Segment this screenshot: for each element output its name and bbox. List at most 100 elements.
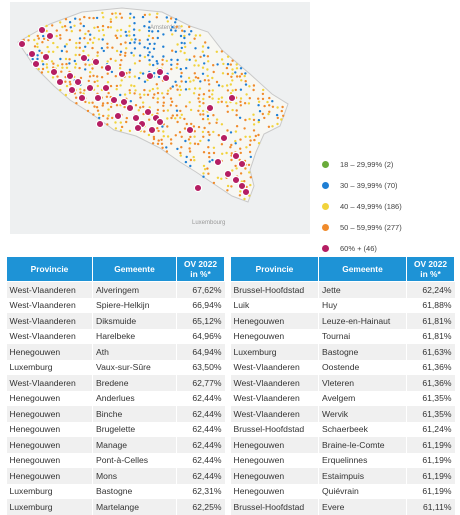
municipality-dot: [109, 18, 113, 21]
municipality-dot: [101, 38, 104, 41]
municipality-dot: [78, 18, 82, 21]
municipality-dot: [179, 75, 183, 78]
municipality-dot: [174, 29, 177, 32]
municipality-dot: [162, 104, 165, 108]
municipality-dot: [190, 122, 193, 126]
municipality-dot: [188, 58, 191, 61]
cell-provincie: West-Vlaanderen: [230, 406, 319, 422]
municipality-dot: [197, 109, 200, 113]
municipality-dot: [243, 180, 246, 183]
municipality-dot: [267, 112, 270, 116]
municipality-dot: [161, 58, 164, 62]
municipality-dot: [216, 176, 220, 179]
municipality-dot: [152, 135, 156, 139]
municipality-dot: [138, 42, 141, 45]
municipality-dot: [105, 95, 109, 99]
municipality-dot: [185, 58, 188, 61]
municipality-dot: [36, 34, 39, 38]
table-row: Henegouwen Estaimpuis 61,19%: [230, 468, 455, 484]
cell-ov: 61,81%: [406, 328, 455, 344]
municipality-dot: [143, 55, 147, 59]
municipality-dot: [276, 116, 279, 120]
municipality-dot: [166, 125, 169, 128]
cell-provincie: Henegouwen: [6, 437, 93, 453]
highlight-dot: [109, 95, 119, 105]
municipality-dot: [65, 84, 69, 88]
table-row: West-Vlaanderen Harelbeke 64,96%: [6, 328, 225, 344]
municipality-dot: [109, 20, 113, 23]
municipality-dot: [114, 34, 118, 37]
municipality-dot: [88, 101, 91, 105]
blue-dot-icon: [322, 182, 329, 189]
highlight-dot: [155, 117, 165, 127]
municipality-dot: [208, 89, 211, 92]
municipality-dot: [180, 113, 183, 117]
municipality-dot: [243, 102, 247, 105]
municipality-dot: [206, 55, 210, 58]
municipality-dot: [148, 89, 151, 93]
municipality-dot: [91, 101, 94, 104]
belgium-municipality-map[interactable]: Amsterdam Luxembourg: [10, 2, 310, 234]
municipality-dot: [109, 105, 113, 109]
highlight-dot: [27, 49, 37, 59]
municipality-dot: [45, 66, 49, 69]
highlight-dot: [67, 85, 77, 95]
municipality-dot: [220, 123, 224, 126]
municipality-dot: [207, 172, 210, 175]
municipality-dot: [183, 36, 186, 40]
municipality-dot: [197, 125, 201, 129]
municipality-dot: [231, 72, 234, 75]
municipality-dot: [176, 147, 179, 151]
municipality-dot: [244, 72, 247, 75]
municipality-dot: [229, 92, 233, 95]
municipality-dot: [107, 114, 110, 117]
municipality-dot: [197, 97, 200, 100]
municipality-dot: [215, 50, 218, 53]
municipality-dot: [162, 45, 165, 48]
municipality-dot: [78, 37, 82, 40]
municipality-dot: [68, 21, 72, 24]
municipality-dot: [31, 57, 34, 61]
cell-ov: 65,12%: [176, 313, 225, 329]
municipality-dot: [247, 163, 251, 167]
municipality-dot: [212, 151, 216, 155]
municipality-dot: [231, 89, 234, 92]
municipality-dot: [197, 76, 200, 80]
legend-label: 40 – 49,99% (186): [340, 202, 402, 211]
municipality-dot: [226, 189, 229, 192]
municipality-dot: [162, 109, 165, 113]
municipality-dot: [193, 130, 196, 133]
municipality-dot: [203, 79, 207, 82]
municipality-dot: [161, 146, 164, 149]
municipality-dot: [128, 16, 132, 20]
municipality-dot: [208, 160, 211, 163]
cell-ov: 62,44%: [176, 437, 225, 453]
municipality-dot: [252, 84, 256, 87]
municipality-dot: [217, 84, 221, 87]
municipality-dot: [74, 17, 77, 20]
highlight-dot: [113, 111, 123, 121]
table-row: Henegouwen Anderlues 62,44%: [6, 390, 225, 406]
municipality-dot: [101, 104, 104, 107]
table-row: West-Vlaanderen Wervik 61,35%: [230, 406, 455, 422]
table-row: Luxemburg Bastogne 61,63%: [230, 344, 455, 360]
municipality-dot: [179, 50, 182, 53]
municipality-dot: [124, 41, 127, 44]
municipality-dot: [96, 75, 99, 78]
municipality-dot: [128, 34, 131, 37]
municipality-dot: [226, 129, 229, 132]
municipality-dot: [262, 88, 265, 92]
municipality-dot: [243, 74, 246, 78]
municipality-dot: [141, 101, 145, 104]
cell-gemeente: Leuze-en-Hainaut: [318, 313, 407, 329]
municipality-dot: [243, 127, 246, 130]
municipality-dot: [171, 49, 174, 52]
municipality-dot: [185, 67, 188, 70]
municipality-dot: [141, 72, 145, 75]
municipality-dot: [184, 45, 187, 49]
municipality-dot: [188, 101, 191, 104]
table-row: West-Vlaanderen Alveringem 67,62%: [6, 281, 225, 298]
cell-provincie: Henegouwen: [230, 328, 319, 344]
municipality-dot: [97, 38, 101, 41]
municipality-dot: [194, 76, 198, 79]
